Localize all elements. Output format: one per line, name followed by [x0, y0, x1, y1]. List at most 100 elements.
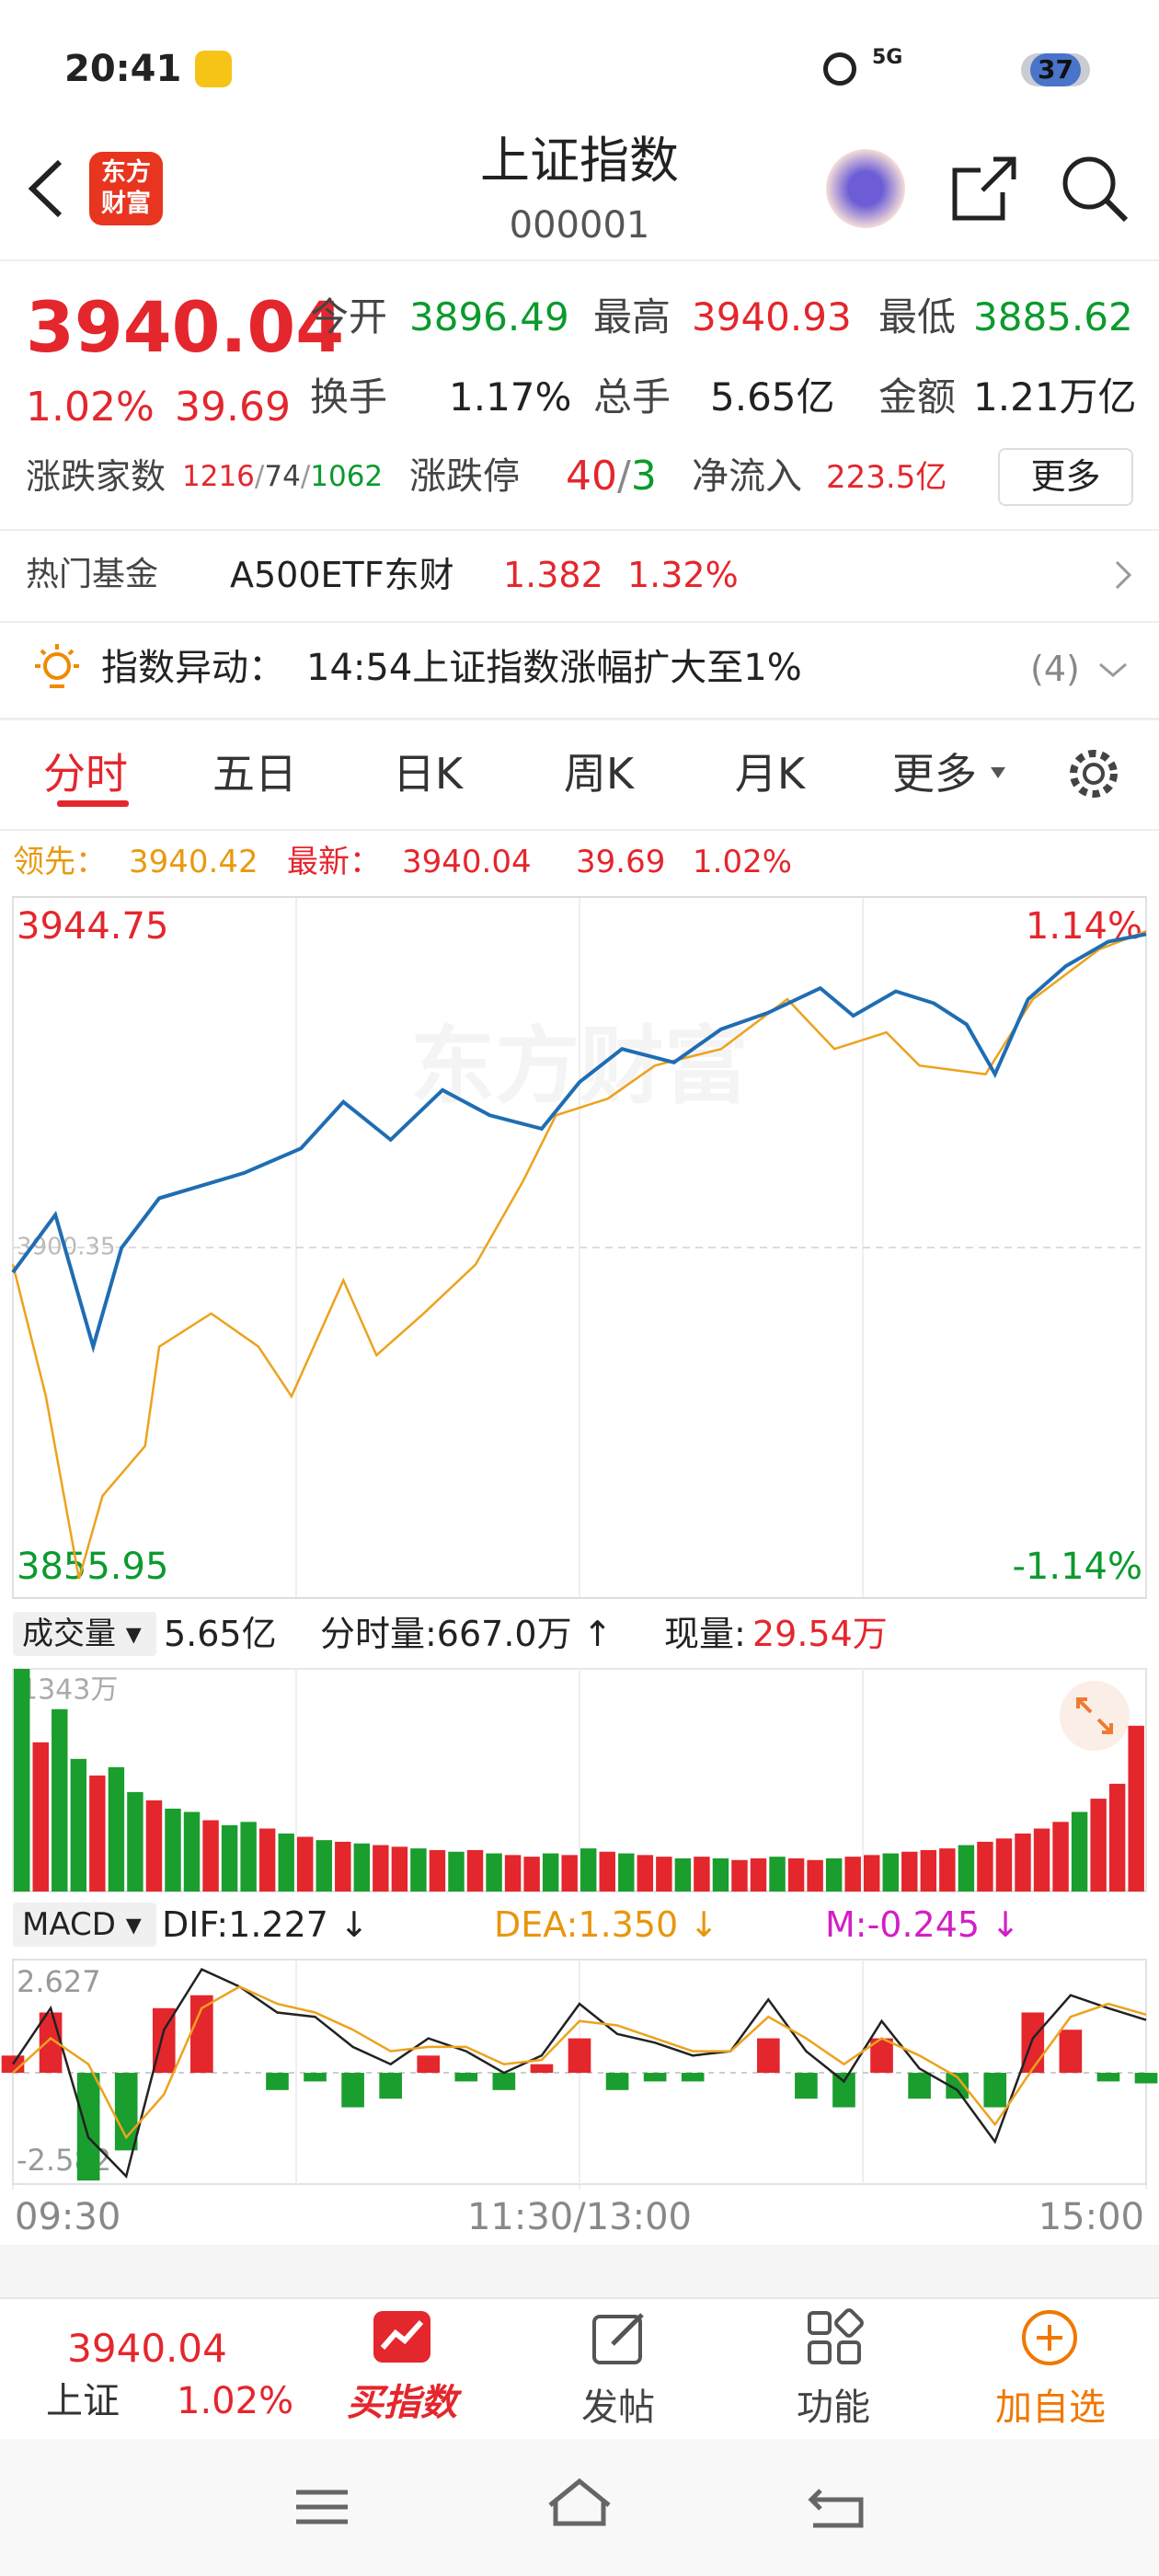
tab[interactable]: 更多 — [892, 749, 977, 799]
divider — [0, 829, 1159, 831]
bar-name: 上证 — [46, 2380, 120, 2422]
macd-bar — [1096, 2073, 1120, 2082]
alert-text[interactable]: 14:54上证指数涨幅扩大至1% — [306, 647, 802, 689]
chevron[interactable] — [1111, 558, 1133, 592]
volume-bar — [486, 1853, 502, 1892]
legend-label: 领先： — [13, 844, 107, 880]
macd-bar — [454, 2073, 478, 2082]
volume-bar — [1090, 1799, 1107, 1892]
tab[interactable]: 周K — [563, 749, 635, 799]
legend-value: 1.02% — [693, 844, 793, 880]
current-volume-label: 现量: — [664, 1614, 746, 1654]
macd-bar — [39, 2012, 63, 2074]
logo: 东方 财富 — [89, 152, 163, 225]
label: 最高 — [593, 294, 671, 339]
bottom-bar — [0, 2297, 1159, 2439]
volume-bar — [202, 1820, 219, 1892]
macd-bar — [114, 2073, 138, 2151]
y2-tick-label: -1.14% — [1012, 1546, 1142, 1588]
macd-line — [12, 1984, 1147, 2140]
tab[interactable]: 五日 — [212, 749, 297, 799]
declines: 1062 — [310, 460, 384, 493]
post-button[interactable]: 发帖 — [581, 2386, 655, 2429]
limits: 40/3 — [566, 453, 657, 500]
volume-bar — [316, 1840, 332, 1892]
volume-bar — [844, 1857, 861, 1892]
volume-bar — [373, 1845, 389, 1892]
advances: 1216 — [182, 460, 255, 493]
tab[interactable]: 分时 — [43, 749, 128, 799]
y-tick-label: 3855.95 — [17, 1546, 168, 1588]
x-tick-label: 09:30 — [15, 2196, 120, 2238]
divider — [0, 621, 1159, 623]
macd-bar — [190, 1995, 213, 2074]
expand-button[interactable] — [1058, 1679, 1131, 1753]
current-volume: 29.54万 — [752, 1614, 888, 1654]
fund-price: 1.382 — [503, 555, 603, 595]
volume-bar — [258, 1828, 276, 1892]
volume-bar — [278, 1833, 294, 1892]
total-volume: 5.65亿 — [164, 1614, 277, 1654]
inflow: 223.5亿 — [826, 459, 947, 496]
label: 涨跌家数 — [26, 456, 166, 497]
volume-bar — [580, 1848, 597, 1892]
minute-volume: 分时量:667.0万 ↑ — [320, 1614, 613, 1654]
volume-bar — [750, 1857, 767, 1892]
share-button[interactable] — [947, 152, 1021, 225]
tab[interactable]: 日K — [392, 749, 464, 799]
macd-bar — [568, 2038, 591, 2074]
label: 换手 — [310, 374, 388, 420]
breadth: 1216/74/1062 — [182, 460, 384, 493]
value: 3896.49 — [409, 294, 569, 339]
macd-bar — [76, 2073, 100, 2181]
fund-name[interactable]: A500ETF东财 — [230, 555, 454, 595]
volume-bar — [466, 1849, 484, 1892]
network: 5G — [872, 46, 903, 69]
buy-icon — [373, 2311, 430, 2363]
chart-frame — [12, 1959, 1147, 2185]
dropdown-arrow — [991, 767, 1005, 778]
volume-bar — [694, 1857, 710, 1892]
settings-button[interactable] — [1065, 745, 1122, 802]
chevron[interactable] — [1096, 659, 1130, 681]
macd-bar — [605, 2073, 629, 2090]
macd-bar — [417, 2055, 441, 2074]
buy-button[interactable]: 买指数 — [347, 2382, 457, 2424]
volume-bar — [561, 1855, 578, 1892]
macd-bar — [266, 2073, 289, 2090]
tools-button[interactable]: 功能 — [797, 2386, 870, 2429]
nav-buttons[interactable] — [0, 2439, 1159, 2576]
label: 最低 — [878, 294, 957, 339]
volume-bar — [939, 1848, 956, 1892]
value: 3885.62 — [973, 294, 1133, 339]
volume-bar — [882, 1853, 899, 1892]
value: 1.17% — [449, 374, 572, 420]
indicator-selector[interactable]: MACD ▾ — [13, 1903, 156, 1947]
alarm-icon — [823, 52, 856, 86]
price-line — [11, 932, 1147, 1353]
macd-bar — [152, 2007, 176, 2074]
volume-bar — [448, 1851, 465, 1892]
x-tick-label: 11:30/13:00 — [467, 2196, 692, 2238]
more-button[interactable]: 更多 — [998, 448, 1133, 506]
watch-button[interactable]: 加自选 — [995, 2386, 1106, 2429]
indicator-selector[interactable]: 成交量 ▾ — [13, 1612, 156, 1656]
tab[interactable]: 月K — [734, 749, 806, 799]
status-time: 20:41 — [64, 48, 182, 90]
tools-icon — [808, 2308, 864, 2364]
volume-bar — [618, 1853, 635, 1892]
volume-bar — [542, 1853, 559, 1892]
volume-bar — [825, 1857, 843, 1892]
x-tick-label: 15:00 — [1039, 2196, 1144, 2238]
search-button[interactable] — [1058, 152, 1131, 225]
last-price: 3940.04 — [26, 286, 345, 368]
volume-bar — [297, 1836, 314, 1892]
macd-bar — [530, 2064, 554, 2074]
assistant-avatar[interactable] — [826, 149, 905, 228]
back-button[interactable] — [23, 156, 69, 221]
label: 金额 — [878, 374, 957, 420]
watermark: 东方财富 — [410, 1017, 749, 1115]
volume-bar — [1033, 1828, 1050, 1892]
price-line — [11, 930, 1147, 1580]
